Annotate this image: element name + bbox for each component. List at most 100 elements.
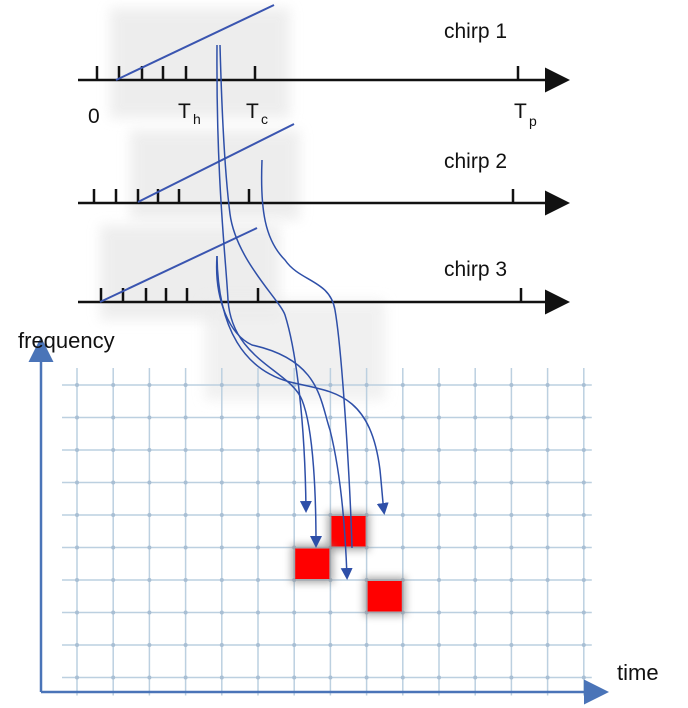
- tf-cells: [291, 512, 406, 616]
- grid-node: [147, 480, 152, 485]
- grid-node: [545, 480, 550, 485]
- tick-label-tc-sub: c: [261, 111, 268, 127]
- grid-node: [364, 448, 369, 452]
- chirp-ramp-1: [115, 4, 275, 81]
- grid-node: [545, 578, 550, 582]
- frequency-axis-label: frequency: [18, 328, 115, 353]
- mapping-arrow-4: [260, 159, 353, 549]
- grid-node: [75, 415, 79, 420]
- grid-node: [545, 643, 550, 647]
- grid-node: [328, 448, 333, 452]
- grid-node: [400, 643, 405, 647]
- grid-node: [400, 383, 405, 387]
- grid-node: [473, 545, 478, 550]
- grid-node: [111, 610, 116, 615]
- grid-node: [147, 610, 152, 615]
- grid-node: [545, 448, 550, 452]
- grid-node: [75, 513, 79, 517]
- chirp-ramp-2: [137, 123, 295, 203]
- grid-node: [473, 578, 478, 582]
- grid-node: [437, 643, 441, 647]
- highlighted-cell-3: [367, 581, 402, 612]
- grid-node: [473, 513, 478, 517]
- grid-node: [292, 415, 297, 420]
- grid-node: [256, 513, 260, 517]
- grid-node: [256, 383, 260, 387]
- mapping-arrows: [215, 44, 389, 580]
- tick-label-tp-sub: p: [529, 113, 537, 129]
- chirp-row-1: chirp 1 0 T h T c T p: [78, 4, 570, 129]
- grid-node: [509, 480, 514, 485]
- grid-node: [219, 383, 224, 387]
- chirp-ramp-3: [99, 227, 258, 303]
- grid-node: [509, 578, 514, 582]
- grid-node: [473, 480, 478, 485]
- grid-node: [147, 675, 152, 680]
- grid-node: [292, 610, 297, 615]
- tick-label-tp: T: [514, 100, 527, 123]
- grid-node: [473, 415, 478, 420]
- grid-node: [219, 610, 224, 615]
- grid-node: [437, 480, 441, 485]
- grid-node: [219, 415, 224, 420]
- tf-plot: frequency time: [18, 328, 659, 705]
- grid-node: [111, 513, 116, 517]
- chirp-label-1: chirp 1: [444, 20, 507, 43]
- grid-node: [400, 480, 405, 485]
- grid-node: [509, 545, 514, 550]
- grid-node: [111, 643, 116, 647]
- grid-node: [328, 415, 333, 420]
- highlighted-cell-2: [295, 548, 330, 579]
- grid-node: [147, 643, 152, 647]
- grid-node: [400, 675, 405, 680]
- grid-node: [328, 643, 333, 647]
- grid-node: [292, 643, 297, 647]
- mapping-arrow-3: [219, 44, 312, 513]
- grid-node: [437, 448, 441, 452]
- grid-node: [75, 383, 79, 387]
- grid-node: [473, 448, 478, 452]
- grid-node: [111, 448, 116, 452]
- grid-node: [400, 448, 405, 452]
- grid-node: [147, 415, 152, 420]
- grid-node: [437, 415, 441, 420]
- grid-node: [111, 415, 116, 420]
- chirp-label-3: chirp 3: [444, 258, 507, 281]
- grid-node: [581, 643, 586, 647]
- grid-node: [292, 448, 297, 452]
- grid-node: [509, 675, 514, 680]
- grid-node: [147, 448, 152, 452]
- grid-node: [581, 578, 586, 582]
- grid-node: [183, 545, 188, 550]
- grid-node: [292, 480, 297, 485]
- grid-node: [256, 480, 260, 485]
- chirp-row-3: chirp 3: [78, 227, 570, 315]
- tf-grid: [62, 368, 592, 696]
- grid-node: [75, 643, 79, 647]
- grid-node: [364, 383, 369, 387]
- grid-node: [147, 545, 152, 550]
- mapping-arrow-2: [215, 255, 353, 580]
- grid-node: [256, 415, 260, 420]
- grid-node: [183, 383, 188, 387]
- grid-node: [111, 578, 116, 582]
- grid-node: [147, 383, 152, 387]
- grid-node: [437, 610, 441, 615]
- grid-node: [183, 675, 188, 680]
- grid-node: [545, 383, 550, 387]
- grid-node: [509, 513, 514, 517]
- tick-label-zero: 0: [88, 105, 100, 128]
- grid-node: [509, 448, 514, 452]
- grid-node: [183, 448, 188, 452]
- grid-node: [581, 415, 586, 420]
- grid-node: [111, 675, 116, 680]
- grid-node: [437, 675, 441, 680]
- ticks-3: [99, 288, 523, 302]
- grid-node: [219, 675, 224, 680]
- grid-node: [328, 383, 333, 387]
- grid-node: [256, 610, 260, 615]
- grid-node: [473, 610, 478, 615]
- grid-node: [581, 513, 586, 517]
- grid-node: [364, 675, 369, 680]
